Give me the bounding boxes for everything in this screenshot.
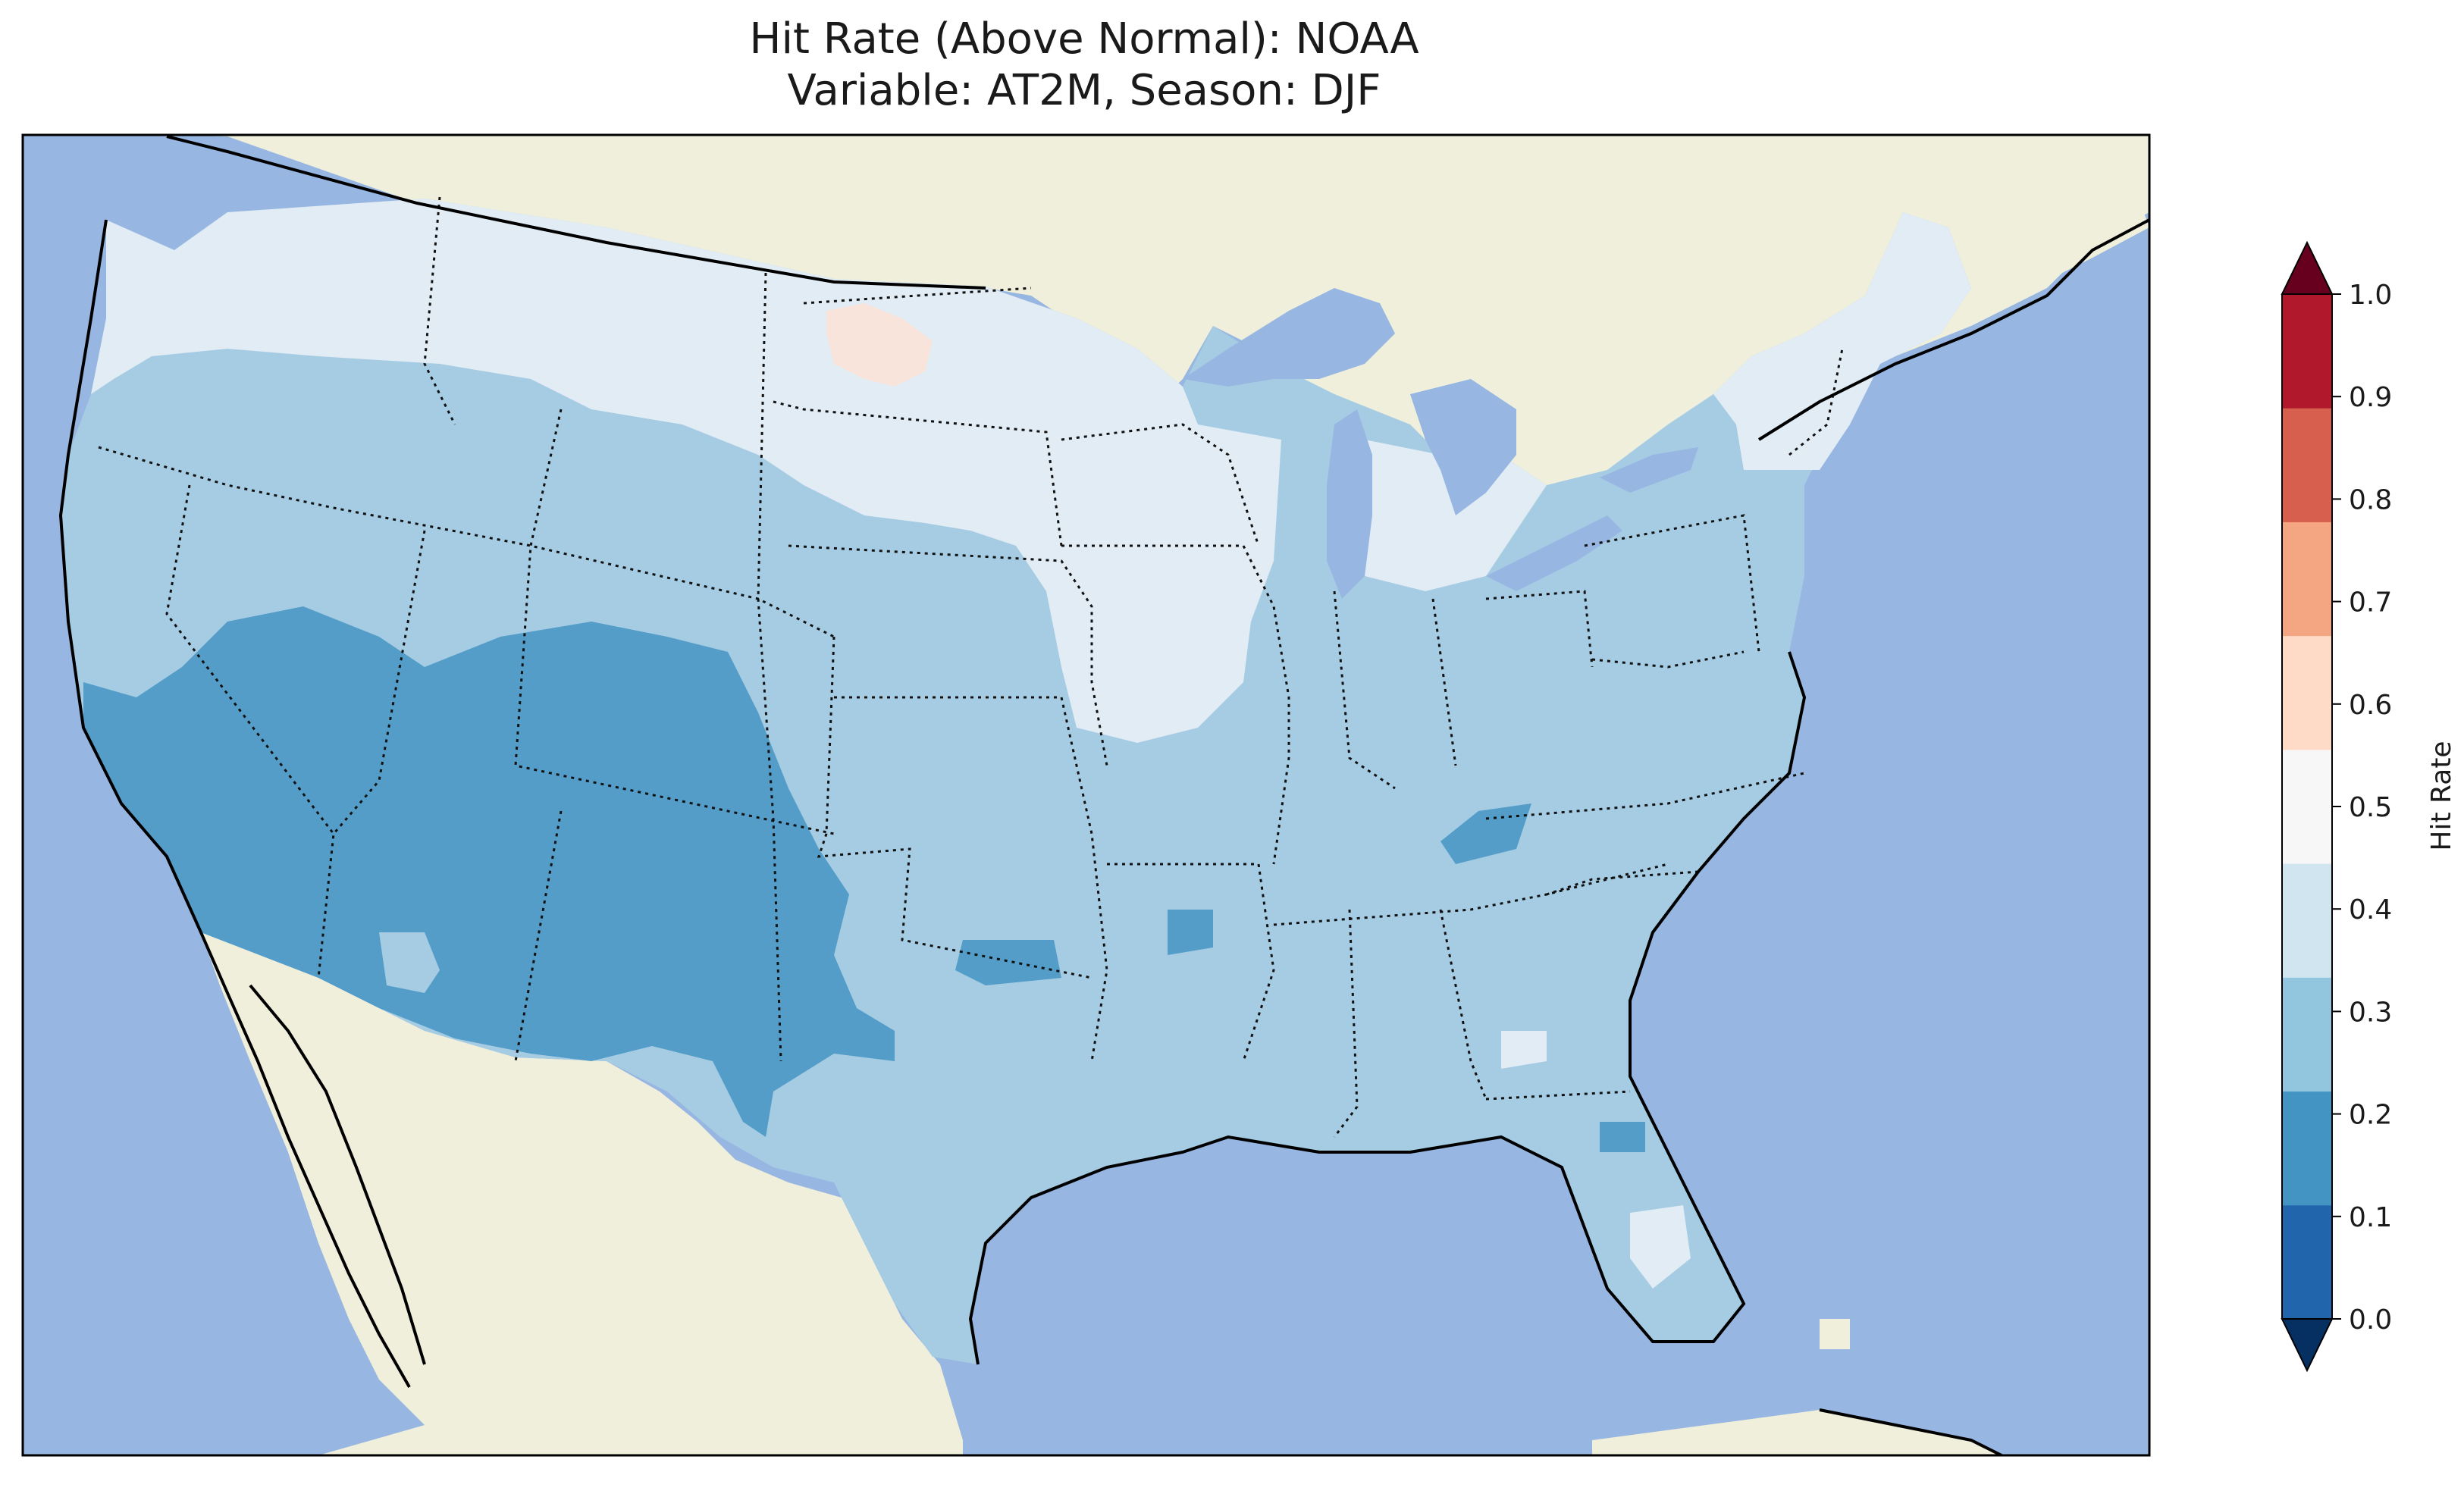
colorbar-label: Hit Rate bbox=[2426, 741, 2457, 850]
lake-michigan bbox=[1327, 409, 1372, 599]
map-frame bbox=[21, 133, 2151, 1457]
cuba-land bbox=[1592, 1410, 2002, 1455]
colorbar-bin-7 bbox=[2282, 408, 2332, 522]
colorbar-tick-label: 0.0 bbox=[2349, 1305, 2392, 1336]
colorbar-tick-label: 1.0 bbox=[2349, 280, 2392, 311]
lake-ontario bbox=[1600, 447, 1698, 493]
colorbar-bin-2 bbox=[2282, 977, 2332, 1092]
colorbar-ticks: 0.0 0.1 0.2 0.3 0.4 0.5 0.6 0.7 0.8 0.9 1.0 bbox=[2332, 280, 2392, 1336]
colorbar-tick-label: 0.1 bbox=[2349, 1202, 2392, 1233]
baja-land bbox=[201, 932, 425, 1387]
colorbar-bin-4 bbox=[2282, 749, 2332, 864]
title-line-1: Hit Rate (Above Normal): NOAA bbox=[749, 14, 1419, 64]
us-region-southwest-low bbox=[83, 606, 895, 1137]
us-region-ga-light bbox=[1501, 1031, 1547, 1069]
colorbar-bin-8 bbox=[2282, 294, 2332, 409]
us-region-fl-light bbox=[1630, 1205, 1691, 1289]
colorbar-bin-0 bbox=[2282, 1204, 2332, 1320]
colorbar-tick-label: 0.9 bbox=[2349, 382, 2392, 413]
state-borders bbox=[98, 196, 1844, 1138]
us-region-fl-low bbox=[1600, 1122, 1645, 1152]
chart-title: Hit Rate (Above Normal): NOAA Variable: … bbox=[23, 14, 2146, 117]
lake-huron bbox=[1410, 379, 1516, 515]
us-region-ar-low bbox=[1168, 910, 1213, 955]
colorbar-tick-label: 0.2 bbox=[2349, 1100, 2392, 1131]
maritimes-land bbox=[1971, 197, 2149, 296]
us-region-ok-low bbox=[955, 940, 1061, 985]
colorbar-bin-5 bbox=[2282, 635, 2332, 750]
us-region-nd-spot bbox=[826, 303, 933, 387]
colorbar-extend-min bbox=[2281, 1318, 2334, 1373]
us-region-north-high bbox=[91, 199, 1281, 743]
title-line-2: Variable: AT2M, Season: DJF bbox=[787, 66, 1381, 115]
lake-erie bbox=[1486, 515, 1622, 591]
us-region-ky-low bbox=[1440, 803, 1531, 864]
colorbar-tick-label: 0.3 bbox=[2349, 997, 2392, 1028]
colorbar-segments bbox=[2281, 240, 2334, 1373]
coastlines bbox=[58, 135, 2149, 1455]
us-region-az-light bbox=[379, 932, 440, 993]
colorbar-bin-1 bbox=[2282, 1091, 2332, 1206]
colorbar-tick-label: 0.5 bbox=[2349, 792, 2392, 823]
bahamas-land bbox=[1820, 1319, 1850, 1349]
colorbar-bin-3 bbox=[2282, 863, 2332, 978]
colorbar-bin-6 bbox=[2282, 521, 2332, 637]
colorbar-tick-label: 0.8 bbox=[2349, 484, 2392, 515]
colorbar-tick-label: 0.7 bbox=[2349, 587, 2392, 619]
colorbar-extend-max bbox=[2281, 240, 2334, 295]
colorbar-tick-label: 0.6 bbox=[2349, 690, 2392, 721]
lake-superior bbox=[1183, 288, 1395, 387]
colorbar-tick-label: 0.4 bbox=[2349, 894, 2392, 926]
us-region-newengland-high bbox=[1713, 212, 1971, 470]
